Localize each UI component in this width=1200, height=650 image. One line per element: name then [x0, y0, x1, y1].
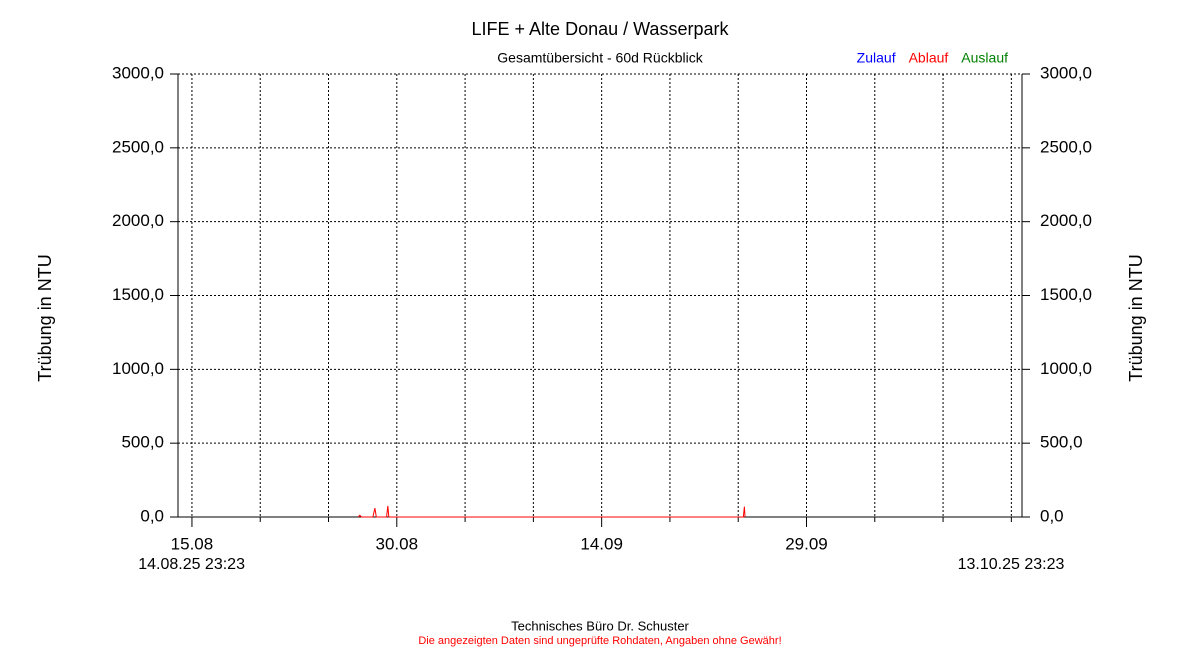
y-tick-label: 2000,0	[112, 211, 164, 230]
disclaimer: Die angezeigten Daten sind ungeprüfte Ro…	[418, 635, 781, 647]
y2-tick-label: 0,0	[1040, 506, 1064, 525]
legend-entry: Auslauf	[961, 50, 1008, 66]
y2-tick-label: 1500,0	[1040, 285, 1092, 304]
data-line	[357, 505, 746, 518]
y2-tick-label: 3000,0	[1040, 63, 1092, 82]
footer: Technisches Büro Dr. Schuster	[511, 618, 689, 633]
y-tick-label: 3000,0	[112, 63, 164, 82]
y2-tick-label: 2000,0	[1040, 211, 1092, 230]
x-tick-label: 14.09	[580, 534, 623, 553]
chart-subtitle: Gesamtübersicht - 60d Rückblick	[497, 50, 703, 66]
x-range-label: 13.10.25 23:23	[958, 556, 1065, 573]
x-tick-label: 29.09	[785, 534, 828, 553]
legend-entry: Ablauf	[909, 50, 949, 66]
y-tick-label: 500,0	[121, 433, 164, 452]
y2-axis-label: Trübung in NTU	[1126, 254, 1146, 381]
y2-tick-label: 500,0	[1040, 433, 1083, 452]
y2-tick-label: 1000,0	[1040, 359, 1092, 378]
y2-tick-label: 2500,0	[1040, 137, 1092, 156]
chart-title: LIFE + Alte Donau / Wasserpark	[472, 19, 730, 39]
x-tick-label: 30.08	[376, 534, 419, 553]
legend-entry: Zulauf	[857, 50, 896, 66]
x-range-label: 14.08.25 23:23	[138, 556, 245, 573]
y-tick-label: 2500,0	[112, 137, 164, 156]
y-tick-label: 0,0	[140, 506, 164, 525]
y-axis-label: Trübung in NTU	[35, 254, 55, 381]
y-tick-label: 1000,0	[112, 359, 164, 378]
y-tick-label: 1500,0	[112, 285, 164, 304]
x-tick-label: 15.08	[171, 534, 214, 553]
